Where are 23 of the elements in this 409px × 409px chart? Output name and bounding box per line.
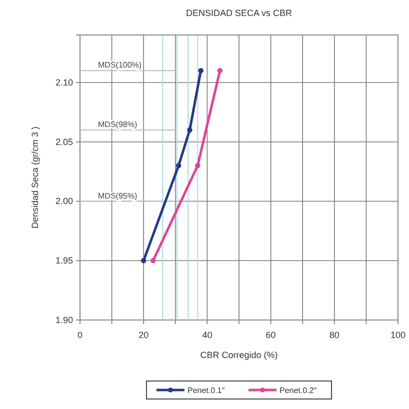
x-tick-label: 20	[138, 330, 149, 340]
x-tick-label: 100	[390, 330, 406, 340]
x-tick-label: 0	[77, 330, 83, 340]
point	[195, 162, 200, 168]
y-tick-label: 1.95	[55, 256, 73, 266]
y-tick-label: 1.90	[55, 314, 73, 325]
y-tick-label: 2.10	[55, 77, 73, 88]
point	[187, 127, 192, 133]
legend-label: Penet.0.2"	[280, 386, 317, 395]
y-axis-title: Densidad Seca (gr/cm 3 )	[30, 126, 40, 229]
point	[150, 258, 156, 264]
x-tick-label: 60	[266, 330, 276, 340]
point	[198, 68, 204, 74]
y-tick-label: 2.00	[55, 196, 73, 206]
y-tick-label: 2.05	[55, 136, 73, 147]
x-axis-title: CBR Corregido (%)	[200, 350, 278, 360]
chart-title: DENSIDAD SECA vs CBR	[186, 8, 293, 18]
point	[176, 162, 182, 168]
x-tick-label: 80	[329, 330, 340, 340]
point	[140, 258, 146, 264]
legend-label: Penet.0.1"	[188, 386, 225, 395]
point	[217, 68, 223, 74]
x-tick-label: 40	[202, 330, 212, 340]
